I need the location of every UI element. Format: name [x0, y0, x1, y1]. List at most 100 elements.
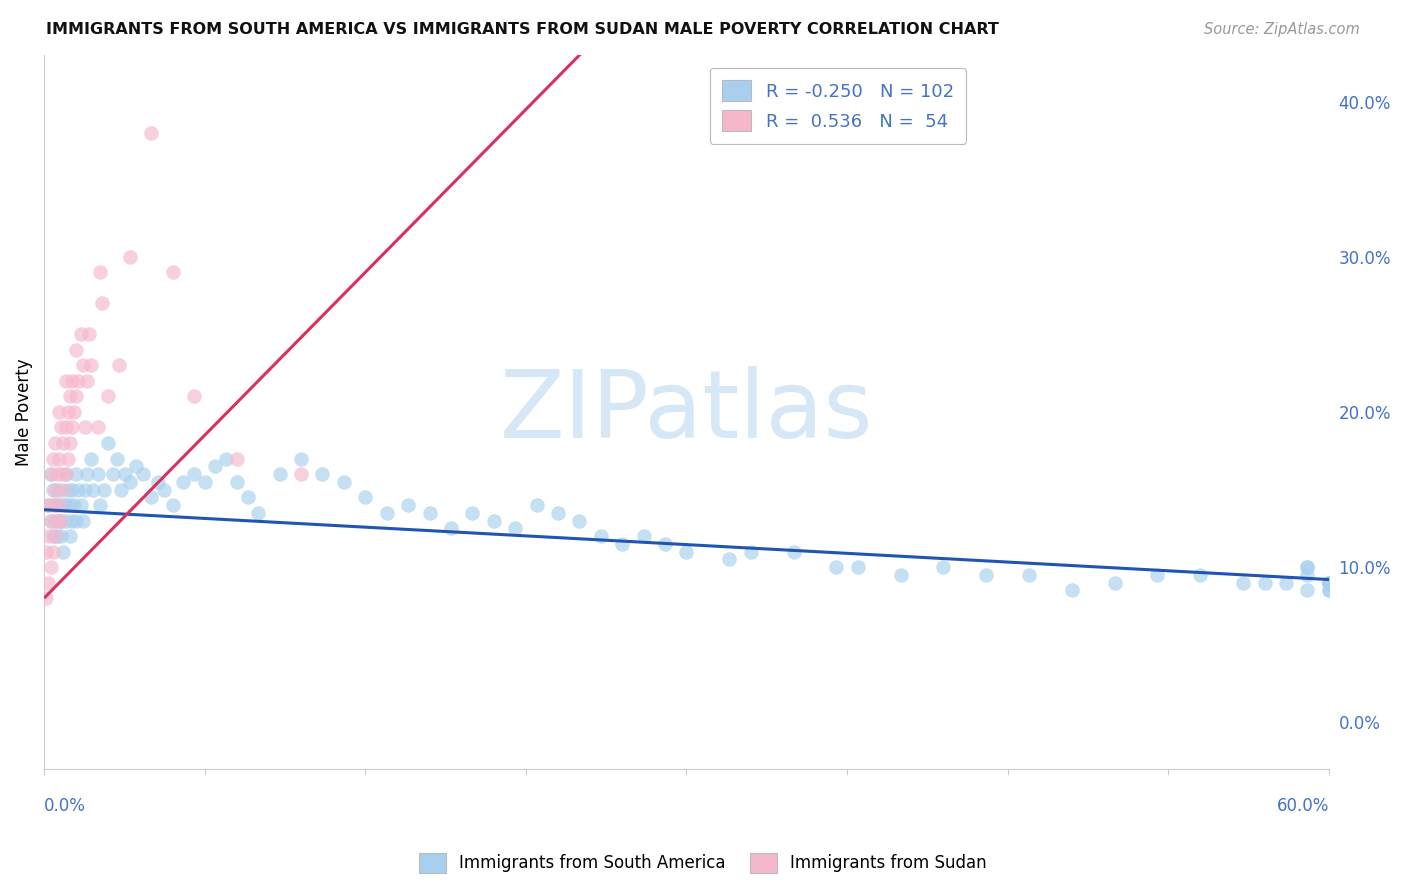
Point [48, 483, 70, 497]
Point [654, 537, 676, 551]
Point [51, 467, 73, 481]
Point [1317, 575, 1340, 590]
Point [44, 436, 66, 450]
Point [162, 498, 184, 512]
Point [1060, 583, 1083, 598]
Point [80, 359, 103, 373]
Point [55, 374, 77, 388]
Point [633, 529, 655, 543]
Point [890, 567, 912, 582]
Point [718, 552, 741, 566]
Point [1146, 567, 1168, 582]
Point [125, 459, 148, 474]
Point [59, 529, 82, 543]
Point [118, 475, 141, 489]
Point [55, 467, 77, 481]
Point [55, 467, 77, 481]
Point [65, 514, 87, 528]
Point [73, 483, 96, 497]
Point [44, 498, 66, 512]
Y-axis label: Male Poverty: Male Poverty [15, 359, 32, 466]
Point [59, 498, 82, 512]
Point [76, 374, 98, 388]
Point [247, 506, 270, 520]
Point [76, 467, 98, 481]
Point [1317, 583, 1340, 598]
Point [90, 296, 112, 310]
Point [482, 514, 505, 528]
Point [1296, 567, 1319, 582]
Point [72, 514, 94, 528]
Point [48, 514, 70, 528]
Point [89, 498, 111, 512]
Point [39, 467, 62, 481]
Point [44, 529, 66, 543]
Point [69, 327, 91, 342]
Point [97, 389, 120, 403]
Point [162, 265, 184, 279]
Point [39, 467, 62, 481]
Point [77, 327, 100, 342]
Point [59, 436, 82, 450]
Point [131, 467, 153, 481]
Point [110, 483, 132, 497]
Point [86, 420, 108, 434]
Point [782, 544, 804, 558]
Point [89, 265, 111, 279]
Point [1232, 575, 1254, 590]
Point [108, 359, 131, 373]
Point [141, 126, 163, 140]
Point [60, 514, 83, 528]
Point [1275, 575, 1298, 590]
Point [48, 405, 70, 419]
Point [73, 420, 96, 434]
Point [65, 467, 87, 481]
Point [183, 389, 205, 403]
Point [612, 537, 634, 551]
Point [82, 483, 104, 497]
Point [225, 451, 247, 466]
Point [67, 483, 90, 497]
Text: IMMIGRANTS FROM SOUTH AMERICA VS IMMIGRANTS FROM SUDAN MALE POVERTY CORRELATION : IMMIGRANTS FROM SOUTH AMERICA VS IMMIGRA… [46, 22, 1000, 37]
Point [269, 467, 291, 481]
Point [60, 374, 83, 388]
Point [55, 420, 77, 434]
Point [52, 483, 75, 497]
Point [60, 420, 83, 434]
Point [1253, 575, 1275, 590]
Point [67, 374, 90, 388]
Point [41, 498, 63, 512]
Point [39, 560, 62, 574]
Point [146, 475, 169, 489]
Point [46, 529, 69, 543]
Point [1104, 575, 1126, 590]
Point [97, 436, 120, 450]
Point [1317, 575, 1340, 590]
Point [51, 514, 73, 528]
Point [56, 405, 79, 419]
Point [418, 506, 440, 520]
Point [740, 544, 762, 558]
Point [396, 498, 419, 512]
Point [80, 451, 103, 466]
Legend: R = -0.250   N = 102, R =  0.536   N =  54: R = -0.250 N = 102, R = 0.536 N = 54 [710, 68, 966, 144]
Point [48, 451, 70, 466]
Point [932, 560, 955, 574]
Point [1317, 583, 1340, 598]
Point [51, 514, 73, 528]
Point [55, 514, 77, 528]
Point [41, 451, 63, 466]
Point [204, 459, 226, 474]
Text: 60.0%: 60.0% [1277, 797, 1329, 814]
Point [46, 498, 69, 512]
Point [526, 498, 548, 512]
Point [503, 521, 526, 535]
Point [63, 405, 86, 419]
Point [1296, 560, 1319, 574]
Point [825, 560, 848, 574]
Point [41, 483, 63, 497]
Point [56, 451, 79, 466]
Point [311, 467, 333, 481]
Point [1189, 567, 1212, 582]
Point [354, 490, 377, 504]
